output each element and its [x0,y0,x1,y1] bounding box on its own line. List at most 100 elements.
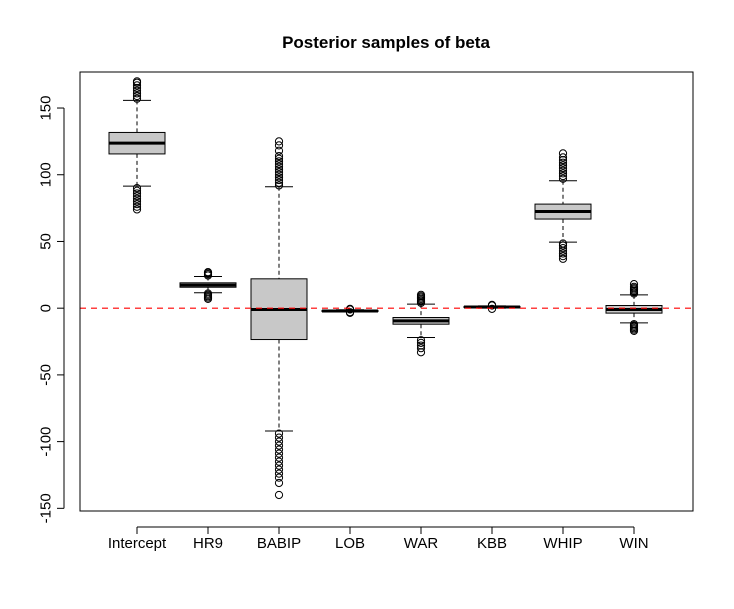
outlier-point [132,94,142,103]
x-tick-label: Intercept [108,535,167,552]
box-babip [250,137,308,500]
outlier-point [132,91,142,101]
box-intercept [108,77,166,214]
outlier-point [132,191,142,201]
outlier-point [274,473,284,482]
outlier-point [203,268,213,277]
outlier-point [558,171,568,181]
outlier-point [274,445,284,454]
outlier-point [132,77,142,86]
outlier-point [558,249,568,258]
outlier-point [274,151,284,161]
x-tick-label: KBB [477,535,507,552]
plot-frame [79,71,694,512]
outlier-point [132,86,142,95]
outlier-point [132,189,142,198]
outlier-point [132,83,142,93]
outlier-point [558,163,568,173]
y-tick-label: 50 [38,233,55,250]
outlier-point [274,181,284,190]
y-tick-label: -150 [38,493,55,523]
outlier-point [487,304,497,313]
box-whip [534,149,592,263]
outlier-point [558,244,568,253]
chart-title: Posterior samples of beta [282,33,490,52]
outlier-point [274,441,284,450]
outlier-point [274,141,284,150]
outlier-point [345,304,355,313]
outlier-point [132,81,142,90]
outlier-point [132,202,142,211]
outlier-point [416,290,426,299]
outlier-point [558,166,568,175]
outlier-point [558,239,568,248]
outlier-point [558,241,568,250]
outlier-point [274,137,284,146]
outlier-point [132,197,142,206]
outlier-point [416,341,426,350]
outlier-point [274,162,284,171]
x-tick-label: WHIP [543,535,582,552]
outlier-point [558,149,568,158]
outlier-point [274,178,284,187]
outlier-point [274,154,284,163]
outlier-point [203,289,213,298]
box-lob [321,304,379,317]
outlier-point [132,89,142,98]
outlier-point [274,453,284,462]
outlier-point [132,183,142,193]
outlier-point [558,169,568,178]
outlier-point [132,205,142,214]
outlier-point [558,161,568,170]
outlier-point [274,490,284,500]
outlier-point [274,429,284,438]
outlier-point [274,461,284,470]
outlier-point [629,282,639,291]
outlier-point [274,437,284,446]
x-tick-label: WIN [619,535,648,552]
x-tick-label: HR9 [193,535,223,552]
y-tick-label: -100 [38,427,55,457]
outlier-point [132,194,142,203]
outlier-point [274,167,284,177]
box-kbb [463,300,521,313]
outlier-point [274,457,284,466]
outlier-point [274,157,284,166]
box-war [392,290,450,357]
outlier-point [274,469,284,478]
outlier-point [274,159,284,169]
outlier-point [274,170,284,179]
outlier-point [274,465,284,474]
outlier-point [274,449,284,458]
outlier-point [558,174,568,183]
outlier-point [132,200,142,209]
outlier-point [274,433,284,442]
x-tick-label: WAR [404,535,439,552]
outlier-point [416,336,426,345]
y-tick-label: 0 [38,304,55,312]
y-tick-label: 100 [38,162,55,187]
outlier-point [274,173,284,182]
outlier-point [274,146,284,155]
box-win [605,280,663,335]
outlier-point [558,254,568,263]
outlier-point [629,280,639,289]
outlier-point [416,348,426,357]
outlier-point [274,478,284,488]
outlier-point [629,320,639,329]
outlier-point [558,158,568,167]
outlier-point [558,153,568,162]
outlier-point [416,338,426,347]
x-tick-label: LOB [335,535,365,552]
outlier-point [274,165,284,174]
outlier-point [558,252,568,261]
outlier-point [274,175,284,185]
plot-area: -150 -100 -50 0 50 100 150 Intercept HR9 BABIP LOB… [38,77,693,552]
y-tick-label: -50 [38,364,55,386]
outlier-point [416,344,426,353]
x-tick-label: BABIP [257,535,301,552]
y-tick-label: 150 [38,96,55,121]
outlier-point [132,186,142,195]
